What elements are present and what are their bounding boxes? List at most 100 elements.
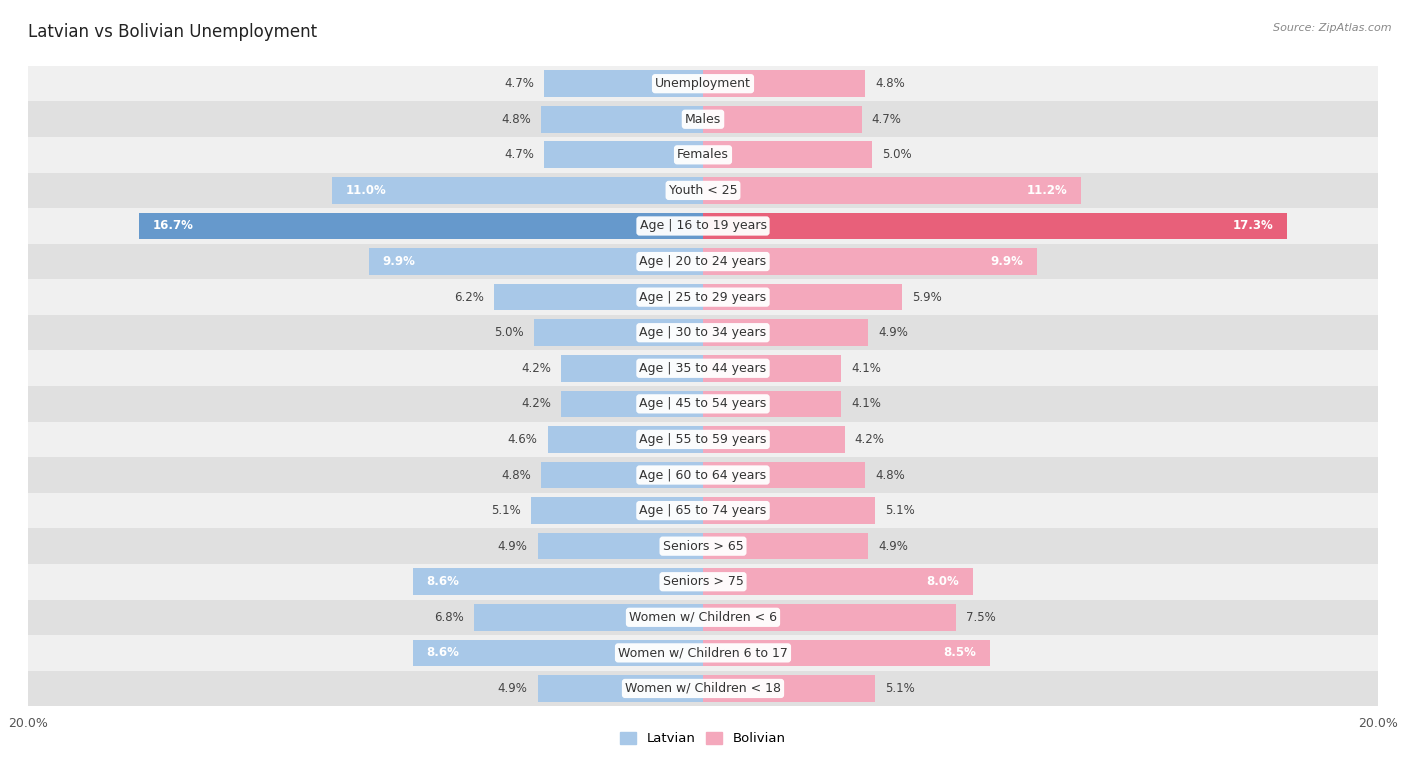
Text: 4.8%: 4.8% <box>501 113 531 126</box>
Text: Age | 25 to 29 years: Age | 25 to 29 years <box>640 291 766 304</box>
Bar <box>368 248 703 275</box>
Text: 16.7%: 16.7% <box>153 220 194 232</box>
Text: 5.1%: 5.1% <box>886 682 915 695</box>
Bar <box>703 213 1286 239</box>
Text: Age | 16 to 19 years: Age | 16 to 19 years <box>640 220 766 232</box>
Text: Females: Females <box>678 148 728 161</box>
Text: 5.1%: 5.1% <box>491 504 520 517</box>
Text: Women w/ Children 6 to 17: Women w/ Children 6 to 17 <box>619 646 787 659</box>
Text: 4.7%: 4.7% <box>505 77 534 90</box>
Bar <box>413 569 703 595</box>
Text: Age | 20 to 24 years: Age | 20 to 24 years <box>640 255 766 268</box>
Bar <box>28 635 1378 671</box>
Bar <box>28 671 1378 706</box>
Bar <box>413 640 703 666</box>
Text: Age | 65 to 74 years: Age | 65 to 74 years <box>640 504 766 517</box>
Bar <box>703 248 1038 275</box>
Text: 4.8%: 4.8% <box>875 469 905 481</box>
Text: Latvian vs Bolivian Unemployment: Latvian vs Bolivian Unemployment <box>28 23 318 41</box>
Bar <box>28 66 1378 101</box>
Text: 4.2%: 4.2% <box>522 362 551 375</box>
Text: 6.8%: 6.8% <box>433 611 464 624</box>
Text: Males: Males <box>685 113 721 126</box>
Bar <box>28 137 1378 173</box>
Bar <box>703 569 973 595</box>
Bar <box>28 457 1378 493</box>
Bar <box>544 70 703 97</box>
Bar <box>703 319 869 346</box>
Text: Age | 30 to 34 years: Age | 30 to 34 years <box>640 326 766 339</box>
Bar <box>703 533 869 559</box>
Text: 4.1%: 4.1% <box>852 362 882 375</box>
Bar <box>703 177 1081 204</box>
Bar <box>703 70 865 97</box>
Bar <box>474 604 703 631</box>
Text: 4.9%: 4.9% <box>879 326 908 339</box>
Bar <box>703 497 875 524</box>
Bar <box>28 422 1378 457</box>
Bar <box>703 604 956 631</box>
Text: Unemployment: Unemployment <box>655 77 751 90</box>
Text: 4.1%: 4.1% <box>852 397 882 410</box>
Bar <box>703 142 872 168</box>
Bar <box>534 319 703 346</box>
Bar <box>541 106 703 132</box>
Text: Seniors > 75: Seniors > 75 <box>662 575 744 588</box>
Text: Source: ZipAtlas.com: Source: ZipAtlas.com <box>1274 23 1392 33</box>
Text: 11.2%: 11.2% <box>1026 184 1067 197</box>
Bar <box>139 213 703 239</box>
Text: 9.9%: 9.9% <box>382 255 415 268</box>
Text: Age | 35 to 44 years: Age | 35 to 44 years <box>640 362 766 375</box>
Bar <box>531 497 703 524</box>
Text: 4.8%: 4.8% <box>501 469 531 481</box>
Text: Youth < 25: Youth < 25 <box>669 184 737 197</box>
Bar <box>703 106 862 132</box>
Legend: Latvian, Bolivian: Latvian, Bolivian <box>614 727 792 750</box>
Bar <box>703 391 841 417</box>
Text: Women w/ Children < 18: Women w/ Children < 18 <box>626 682 780 695</box>
Bar <box>28 386 1378 422</box>
Bar <box>541 462 703 488</box>
Text: 4.8%: 4.8% <box>875 77 905 90</box>
Text: 8.6%: 8.6% <box>426 646 460 659</box>
Text: 7.5%: 7.5% <box>966 611 995 624</box>
Bar <box>494 284 703 310</box>
Bar <box>703 426 845 453</box>
Bar <box>537 675 703 702</box>
Text: 4.7%: 4.7% <box>505 148 534 161</box>
Text: 17.3%: 17.3% <box>1233 220 1274 232</box>
Bar <box>548 426 703 453</box>
Bar <box>703 675 875 702</box>
Text: 5.0%: 5.0% <box>495 326 524 339</box>
Text: 4.9%: 4.9% <box>879 540 908 553</box>
Bar <box>544 142 703 168</box>
Text: 8.5%: 8.5% <box>943 646 976 659</box>
Text: 4.2%: 4.2% <box>522 397 551 410</box>
Text: 4.9%: 4.9% <box>498 682 527 695</box>
Text: 5.1%: 5.1% <box>886 504 915 517</box>
Bar <box>561 391 703 417</box>
Bar <box>28 244 1378 279</box>
Text: 8.0%: 8.0% <box>927 575 959 588</box>
Text: Seniors > 65: Seniors > 65 <box>662 540 744 553</box>
Text: Age | 45 to 54 years: Age | 45 to 54 years <box>640 397 766 410</box>
Bar <box>703 640 990 666</box>
Text: 4.2%: 4.2% <box>855 433 884 446</box>
Text: 4.6%: 4.6% <box>508 433 537 446</box>
Bar <box>28 101 1378 137</box>
Text: Age | 55 to 59 years: Age | 55 to 59 years <box>640 433 766 446</box>
Text: 11.0%: 11.0% <box>346 184 387 197</box>
Bar <box>28 279 1378 315</box>
Bar <box>28 315 1378 350</box>
Bar <box>332 177 703 204</box>
Bar <box>561 355 703 382</box>
Text: 5.9%: 5.9% <box>912 291 942 304</box>
Bar <box>28 528 1378 564</box>
Text: 5.0%: 5.0% <box>882 148 911 161</box>
Text: 4.7%: 4.7% <box>872 113 901 126</box>
Bar <box>28 208 1378 244</box>
Text: 6.2%: 6.2% <box>454 291 484 304</box>
Bar <box>28 350 1378 386</box>
Text: 8.6%: 8.6% <box>426 575 460 588</box>
Bar <box>537 533 703 559</box>
